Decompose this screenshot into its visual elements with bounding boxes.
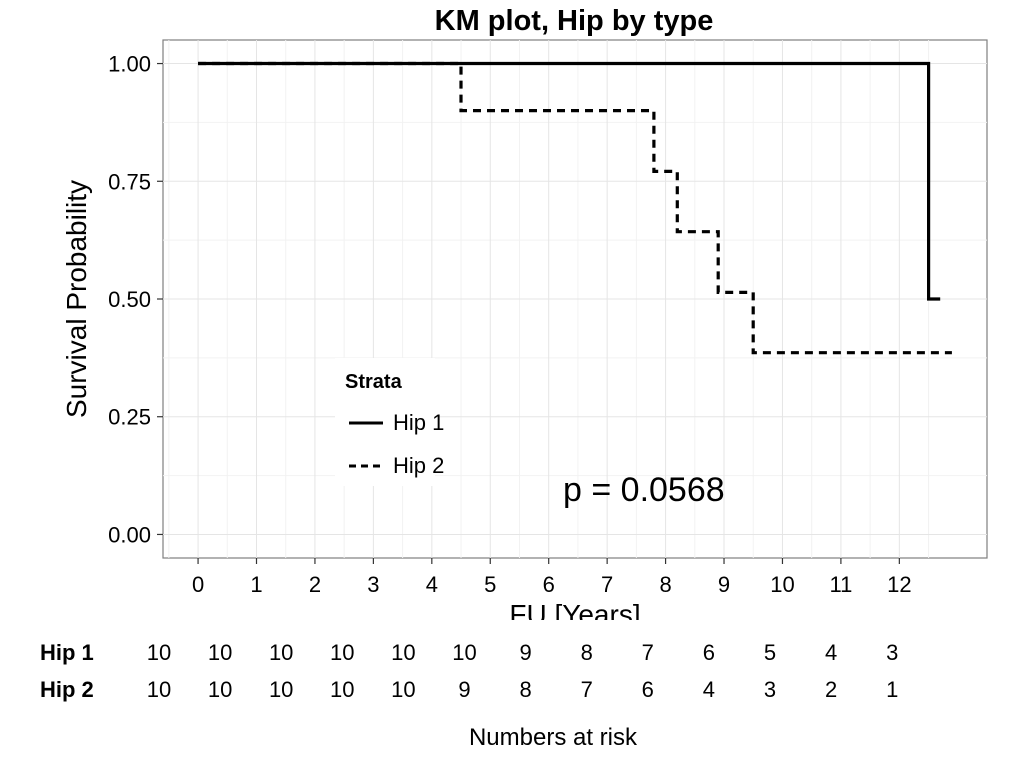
x-axis-title: FU [Years] — [509, 599, 640, 620]
risk-cell: 10 — [207, 640, 233, 665]
risk-cell: 10 — [146, 677, 172, 702]
risk-cell: 9 — [458, 677, 471, 702]
x-tick-label: 5 — [484, 572, 496, 597]
x-tick-label: 1 — [250, 572, 262, 597]
risk-cell: 10 — [268, 677, 294, 702]
survival-curves — [198, 61, 952, 355]
legend-label-hip-1: Hip 1 — [393, 410, 444, 435]
y-tick-label: 0.75 — [108, 169, 151, 194]
legend-label-hip-2: Hip 2 — [393, 453, 444, 478]
risk-cell: 10 — [268, 640, 294, 665]
y-tick-label: 0.00 — [108, 522, 151, 547]
x-tick-label: 6 — [543, 572, 555, 597]
x-tick-label: 12 — [887, 572, 911, 597]
x-tick-label: 9 — [718, 572, 730, 597]
survival-curve-hip-2 — [198, 61, 952, 355]
risk-cell: 7 — [641, 640, 654, 665]
p-value-annotation: p = 0.0568 — [563, 471, 725, 509]
x-axis: 0 1 2 3 4 5 6 7 8 9 10 11 12 — [192, 558, 912, 597]
y-tick-label: 0.50 — [108, 287, 151, 312]
risk-cell: 10 — [391, 677, 416, 702]
risk-row-label-hip-1: Hip 1 — [40, 640, 94, 665]
risk-cell: 6 — [702, 640, 716, 665]
risk-cell: 8 — [519, 677, 532, 702]
risk-table-caption: Numbers at risk — [468, 724, 638, 751]
legend-title: Strata — [345, 371, 403, 393]
risk-cell: 4 — [824, 640, 838, 665]
risk-cell: 8 — [580, 640, 593, 665]
risk-cell: 1 — [886, 677, 899, 702]
x-tick-label: 2 — [309, 572, 321, 597]
risk-cell: 10 — [146, 640, 172, 665]
risk-cell: 2 — [824, 677, 838, 702]
km-plot: KM plot, Hip by type 0.00 0.25 0.50 0.75 1.0… — [61, 5, 988, 620]
risk-cell: 10 — [207, 677, 233, 702]
x-tick-label: 11 — [829, 572, 852, 597]
risk-cell: 10 — [330, 640, 355, 665]
risk-cell: 4 — [702, 677, 716, 702]
risk-cell: 3 — [763, 677, 777, 702]
y-axis: 0.00 0.25 0.50 0.75 1.00 — [108, 52, 163, 547]
x-tick-label: 3 — [367, 572, 379, 597]
risk-cell: 3 — [886, 640, 899, 665]
chart-title: KM plot, Hip by type — [435, 5, 714, 37]
risk-row-label-hip-2: Hip 2 — [40, 677, 94, 702]
risk-cell: 10 — [452, 640, 477, 665]
x-tick-label: 0 — [192, 572, 204, 597]
risk-cell: 6 — [641, 677, 654, 702]
y-tick-label: 0.25 — [108, 405, 151, 430]
risk-cell: 5 — [763, 640, 777, 665]
survival-curve-hip-1 — [198, 61, 941, 301]
x-tick-label: 8 — [659, 572, 671, 597]
x-tick-label: 7 — [601, 572, 613, 597]
x-tick-label: 4 — [426, 572, 438, 597]
risk-cell: 7 — [580, 677, 593, 702]
risk-cell: 9 — [519, 640, 532, 665]
risk-cell: 10 — [391, 640, 416, 665]
risk-cell: 10 — [330, 677, 355, 702]
y-tick-label: 1.00 — [108, 52, 151, 77]
y-axis-title: Survival Probability — [61, 180, 92, 418]
legend: Strata Hip 1 Hip 2 — [335, 358, 444, 486]
x-tick-label: 10 — [770, 572, 794, 597]
